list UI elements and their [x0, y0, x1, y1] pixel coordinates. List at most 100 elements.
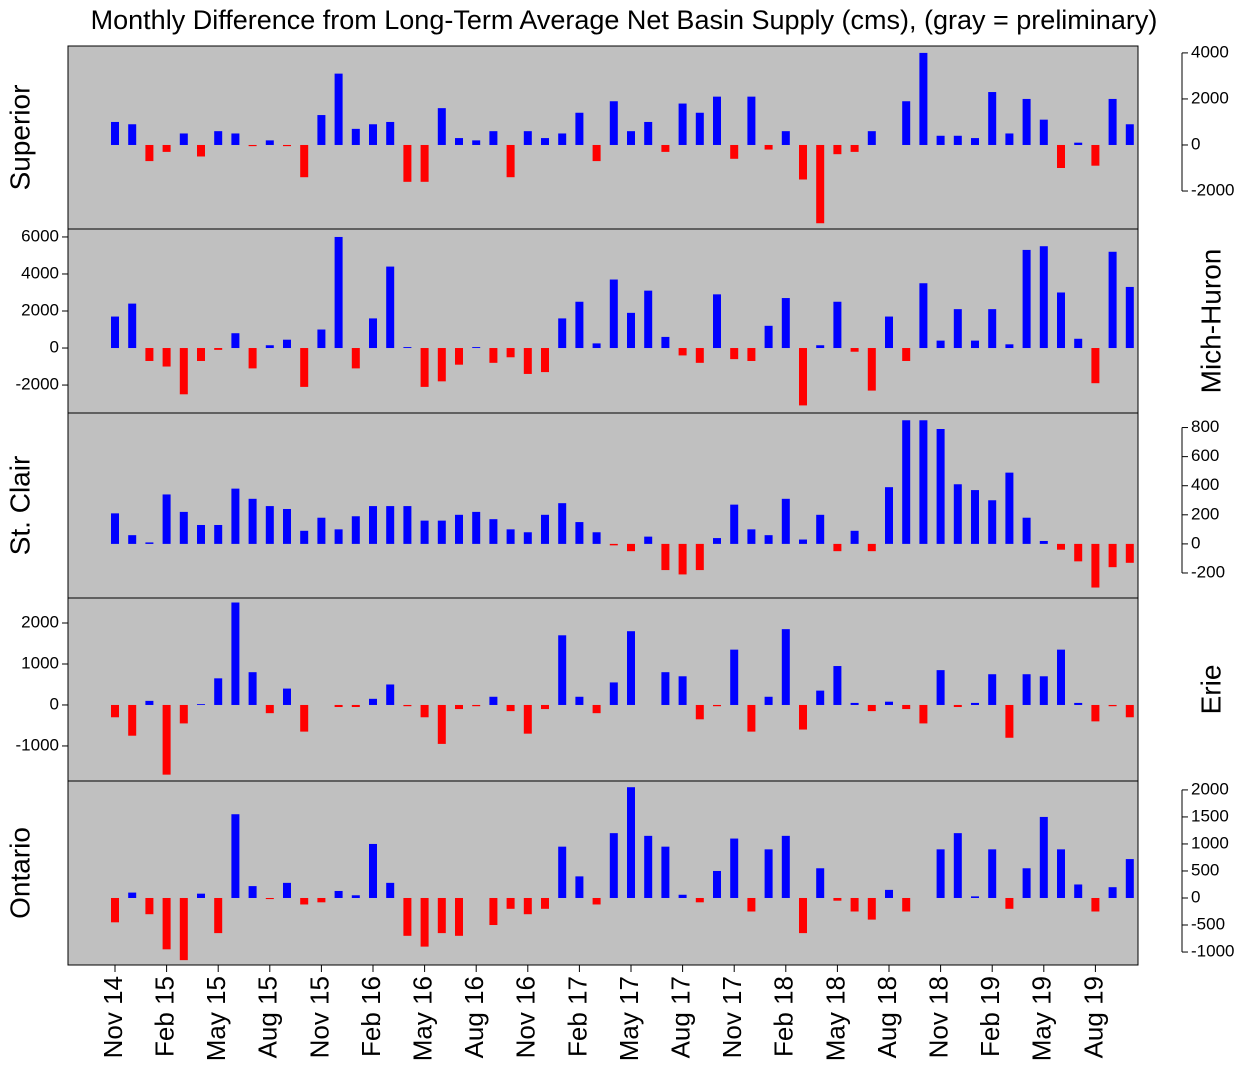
bar	[816, 690, 825, 705]
bar	[695, 112, 704, 145]
x-tick-label: Feb 16	[356, 976, 386, 1057]
bar	[369, 843, 377, 898]
y-tick-label: 0	[1191, 134, 1200, 153]
bar	[541, 348, 549, 373]
bar	[248, 144, 257, 147]
x-tick-label: Aug 19	[1078, 976, 1108, 1058]
bar	[695, 543, 704, 571]
bar	[833, 543, 842, 552]
bar	[936, 135, 945, 145]
bar	[489, 897, 498, 926]
bar	[988, 92, 997, 145]
bar	[764, 144, 773, 150]
bar	[179, 704, 188, 724]
bar	[162, 704, 171, 775]
bar	[575, 696, 584, 705]
bar	[300, 348, 309, 387]
bar	[1022, 249, 1031, 349]
bar	[799, 348, 807, 406]
panel-name: Ontario	[4, 827, 35, 919]
bar	[609, 279, 618, 349]
bar	[197, 704, 205, 705]
bar	[1108, 543, 1117, 568]
bar	[248, 672, 257, 705]
bar	[317, 517, 326, 544]
bar	[1039, 119, 1048, 145]
bar	[1022, 674, 1031, 705]
bar	[1074, 884, 1083, 898]
bar	[300, 897, 309, 905]
x-tick-label: Aug 18	[872, 976, 902, 1058]
y-tick-label: 1500	[1191, 806, 1229, 825]
bar	[833, 897, 842, 901]
bar	[472, 347, 481, 349]
bar	[541, 514, 549, 544]
bar	[816, 868, 825, 898]
bar	[953, 484, 962, 544]
y-tick-label: 2000	[21, 612, 59, 631]
bar	[730, 838, 739, 898]
bar	[971, 702, 979, 705]
bar	[1125, 286, 1134, 349]
y-tick-label: 600	[1191, 446, 1219, 465]
x-tick-label: Feb 15	[149, 976, 179, 1057]
bar	[1074, 702, 1083, 705]
bar	[833, 301, 842, 349]
bar	[128, 535, 137, 544]
bar	[214, 131, 223, 145]
bar	[506, 897, 515, 909]
y-tick-label: -1000	[1191, 942, 1234, 961]
bar	[1108, 98, 1117, 145]
bar	[919, 420, 928, 544]
x-tick-label: Aug 16	[459, 976, 489, 1058]
bar	[420, 897, 429, 947]
x-tick-label: Feb 18	[769, 976, 799, 1057]
bar	[781, 629, 790, 705]
y-tick-label: -2000	[1191, 181, 1234, 200]
bar	[902, 704, 911, 710]
y-tick-label: 4000	[1191, 42, 1229, 61]
bar	[283, 508, 291, 544]
panel-background	[67, 45, 1139, 230]
bar	[523, 532, 532, 544]
bar	[1005, 133, 1014, 145]
bar	[747, 348, 756, 361]
bar	[437, 704, 446, 744]
bar	[472, 511, 481, 544]
bar	[764, 535, 773, 544]
bar	[644, 290, 653, 349]
bar	[609, 682, 618, 705]
bar	[334, 890, 343, 898]
bar	[730, 649, 739, 705]
bar	[437, 348, 446, 382]
bar	[265, 897, 274, 900]
bar	[506, 704, 515, 712]
bar	[265, 506, 274, 544]
bar	[231, 602, 240, 705]
bar	[231, 814, 240, 898]
bar	[162, 494, 171, 544]
bar	[1091, 348, 1100, 384]
bar	[111, 121, 119, 145]
bar	[558, 635, 567, 705]
bar	[936, 849, 945, 898]
bar	[713, 294, 721, 349]
bar	[1022, 868, 1031, 898]
bar	[489, 519, 498, 544]
x-tick-label: May 18	[820, 976, 850, 1061]
bar	[919, 704, 928, 724]
x-tick-label: May 19	[1027, 976, 1057, 1061]
y-tick-label: 6000	[21, 226, 59, 245]
bar	[369, 698, 377, 705]
bar	[128, 892, 137, 898]
bar	[867, 897, 876, 920]
bar	[523, 348, 532, 374]
x-tick-label: Aug 15	[253, 976, 283, 1058]
y-tick-label: 0	[50, 338, 59, 357]
panel-background	[67, 780, 1139, 966]
bar	[489, 131, 498, 145]
bar	[558, 503, 567, 544]
bar	[300, 144, 309, 178]
y-tick-label: 500	[1191, 860, 1219, 879]
